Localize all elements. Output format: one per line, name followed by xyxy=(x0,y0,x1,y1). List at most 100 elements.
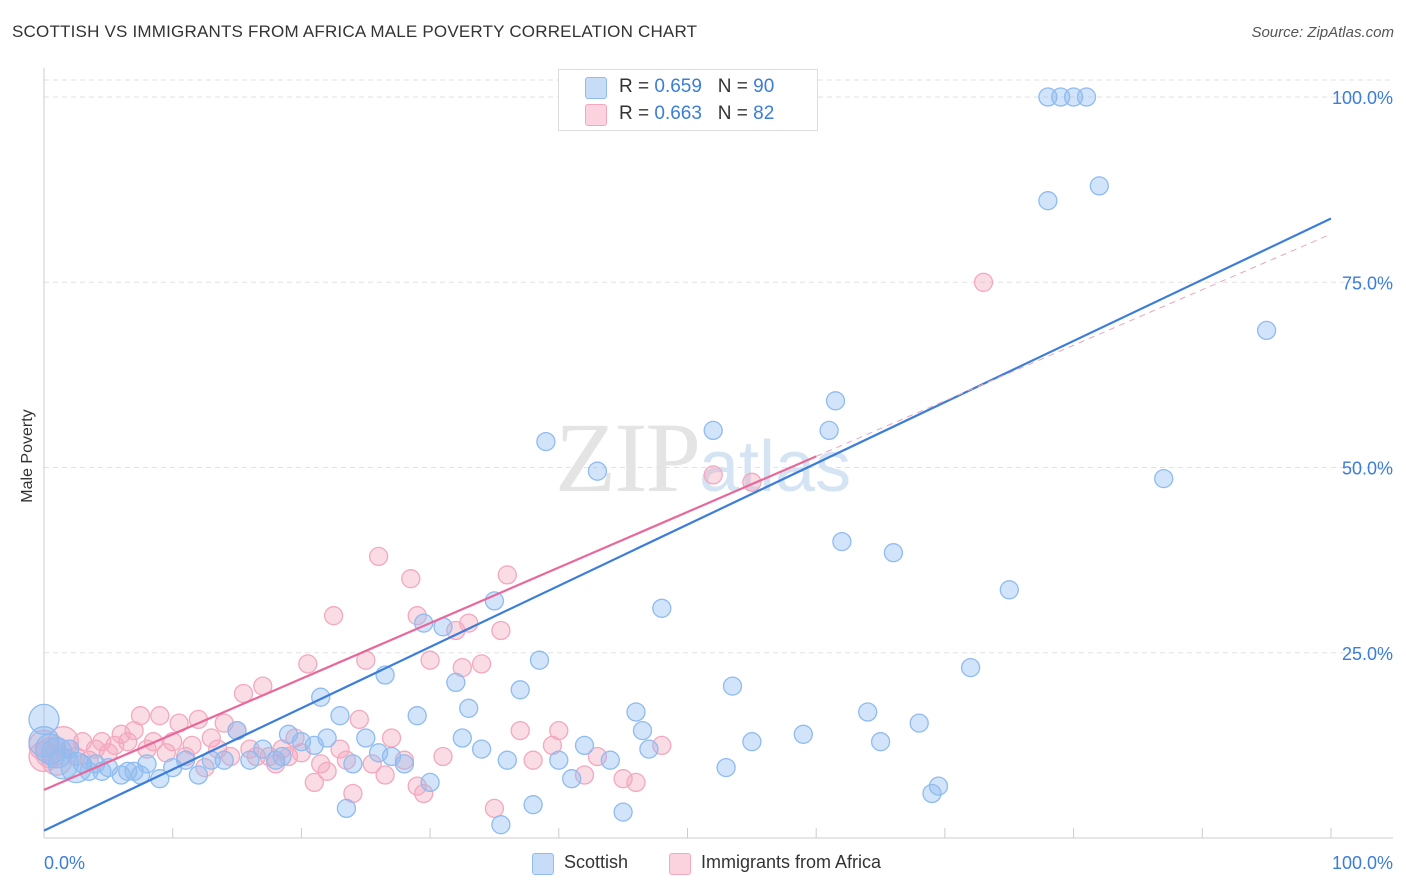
chart-title: SCOTTISH VS IMMIGRANTS FROM AFRICA MALE … xyxy=(12,22,698,41)
africa-point xyxy=(414,783,434,804)
scottish-point xyxy=(600,750,620,770)
africa-point xyxy=(433,746,453,767)
y-tick-label: 25.0% xyxy=(1342,644,1393,664)
x-tick-label: 100.0% xyxy=(1332,853,1393,873)
scottish-point xyxy=(883,543,904,563)
scottish-point xyxy=(491,815,511,835)
scottish-point xyxy=(909,713,929,733)
watermark: ZIPatlas xyxy=(555,400,851,515)
africa-point xyxy=(311,754,331,774)
africa-point xyxy=(349,709,369,730)
y-tick-label: 75.0% xyxy=(1342,273,1393,293)
n-label: N = xyxy=(717,76,754,97)
scottish-point xyxy=(562,769,582,789)
n-value: 82 xyxy=(753,103,775,124)
n-label: N = xyxy=(717,103,754,124)
r-label: R = xyxy=(619,103,655,124)
r-value: 0.663 xyxy=(654,103,702,124)
scottish-point xyxy=(626,702,646,722)
africa-point xyxy=(626,772,646,793)
scottish-point xyxy=(928,776,949,796)
scottish-point xyxy=(47,748,79,780)
africa-point xyxy=(298,654,318,674)
scottish-point xyxy=(1089,176,1109,196)
scottish-point xyxy=(1038,191,1058,211)
scottish-point xyxy=(574,735,595,756)
africa-point xyxy=(317,761,337,781)
scottish-point xyxy=(793,724,813,744)
africa-point xyxy=(150,706,170,726)
africa-point xyxy=(420,650,440,670)
africa-trendline xyxy=(43,455,817,791)
africa-point xyxy=(304,772,324,793)
bottom-swatch-scottish xyxy=(532,853,554,875)
africa-point xyxy=(375,765,395,785)
scottish-point xyxy=(613,802,633,822)
africa-point xyxy=(130,706,151,726)
scottish-point xyxy=(188,765,209,785)
africa-point xyxy=(118,732,138,752)
africa-trendline-extrapolated xyxy=(816,233,1332,457)
africa-point xyxy=(510,720,530,741)
scottish-point xyxy=(960,657,981,678)
scottish-point xyxy=(394,754,415,774)
watermark-zip: ZIP xyxy=(555,402,701,513)
africa-point xyxy=(195,757,215,778)
source-label: Source: ZipAtlas.com xyxy=(1251,24,1394,41)
legend-swatch-scottish xyxy=(585,77,607,99)
y-tick-label: 50.0% xyxy=(1342,459,1393,479)
scottish-point xyxy=(407,706,427,726)
scottish-point xyxy=(253,739,273,759)
africa-point xyxy=(330,739,350,759)
scottish-point xyxy=(652,598,672,618)
scottish-point xyxy=(336,798,357,819)
africa-point xyxy=(491,620,511,641)
axis-layer xyxy=(43,68,1393,839)
africa-point xyxy=(362,754,382,774)
scottish-point xyxy=(459,698,479,718)
scottish-point xyxy=(497,750,517,770)
bottom-legend-label: Immigrants from Africa xyxy=(701,852,882,872)
scottish-point xyxy=(639,739,659,759)
scottish-point xyxy=(420,772,440,793)
grid-layer xyxy=(44,79,1393,654)
africa-point xyxy=(381,728,402,748)
africa-point xyxy=(973,272,994,292)
scottish-point xyxy=(471,739,492,759)
scottish-point xyxy=(272,746,292,767)
scottish-point xyxy=(356,728,376,748)
scottish-point xyxy=(922,783,942,804)
scottish-point xyxy=(240,750,260,770)
scottish-point xyxy=(343,754,363,774)
legend-text: R = 0.659 N = 90 xyxy=(619,76,774,98)
africa-point xyxy=(323,606,344,626)
africa-point xyxy=(497,565,517,585)
scottish-point xyxy=(1256,320,1277,341)
africa-point xyxy=(703,465,723,485)
africa-point xyxy=(407,606,427,626)
scottish-point xyxy=(523,795,543,815)
africa-point xyxy=(574,765,595,785)
scottish-point xyxy=(536,431,556,452)
bottom-legend-label: Scottish xyxy=(564,852,629,872)
scottish-point xyxy=(1154,468,1174,489)
scottish-point xyxy=(870,732,891,752)
scottish-point xyxy=(819,420,839,441)
scottish-point xyxy=(60,739,80,759)
scottish-point xyxy=(446,672,466,693)
x-tick-label: 0.0% xyxy=(44,853,85,873)
r-value: 0.659 xyxy=(654,76,702,97)
africa-point xyxy=(523,750,543,770)
n-value: 90 xyxy=(753,76,775,97)
africa-point xyxy=(549,720,569,741)
scottish-point xyxy=(858,702,878,722)
africa-point xyxy=(471,654,492,674)
africa-point xyxy=(484,798,505,819)
scottish-point xyxy=(510,680,530,700)
scottish-point xyxy=(137,754,157,774)
scottish-point xyxy=(1076,87,1097,107)
scottish-point xyxy=(529,650,550,670)
scottish-point xyxy=(632,720,653,741)
legend-text: R = 0.663 N = 82 xyxy=(619,103,774,125)
